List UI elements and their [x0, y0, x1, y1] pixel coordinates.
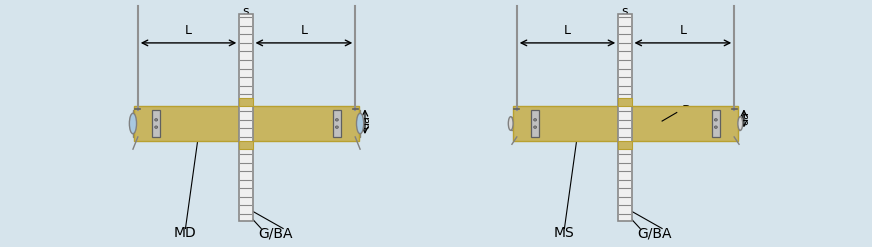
Text: R: R	[682, 104, 691, 118]
Bar	[618, 14, 631, 221]
Ellipse shape	[336, 126, 338, 128]
Ellipse shape	[357, 113, 364, 134]
Bar	[133, 115, 360, 120]
Text: L: L	[564, 24, 571, 37]
Ellipse shape	[129, 113, 137, 134]
Text: G/BA: G/BA	[259, 226, 293, 240]
Bar	[618, 98, 631, 106]
Text: R: R	[290, 115, 300, 129]
Bar	[133, 110, 360, 137]
Ellipse shape	[154, 119, 158, 121]
Text: s: s	[242, 5, 249, 19]
Text: L: L	[301, 24, 308, 37]
Text: MD: MD	[174, 226, 197, 240]
Bar	[134, 106, 359, 141]
Bar	[531, 110, 540, 137]
Bar	[239, 98, 253, 106]
Ellipse shape	[714, 126, 718, 128]
Bar	[239, 14, 253, 221]
Bar	[618, 141, 631, 149]
Bar	[152, 110, 160, 137]
Bar	[513, 106, 738, 141]
Ellipse shape	[714, 119, 718, 121]
Text: t: t	[168, 117, 174, 130]
Bar	[511, 121, 740, 123]
Bar	[511, 117, 740, 130]
Text: G/BA: G/BA	[637, 226, 672, 240]
Text: da: da	[361, 115, 371, 129]
Ellipse shape	[738, 117, 743, 130]
Ellipse shape	[534, 126, 536, 128]
Bar	[332, 110, 341, 137]
Ellipse shape	[336, 119, 338, 121]
Text: MS: MS	[554, 226, 575, 240]
Bar	[712, 110, 720, 137]
Text: s: s	[622, 5, 628, 19]
Ellipse shape	[508, 117, 513, 130]
Text: L: L	[679, 24, 686, 37]
Bar	[239, 141, 253, 149]
Ellipse shape	[154, 126, 158, 128]
Text: L: L	[185, 24, 192, 37]
Text: t: t	[548, 117, 552, 130]
Text: da: da	[740, 111, 750, 125]
Ellipse shape	[534, 119, 536, 121]
